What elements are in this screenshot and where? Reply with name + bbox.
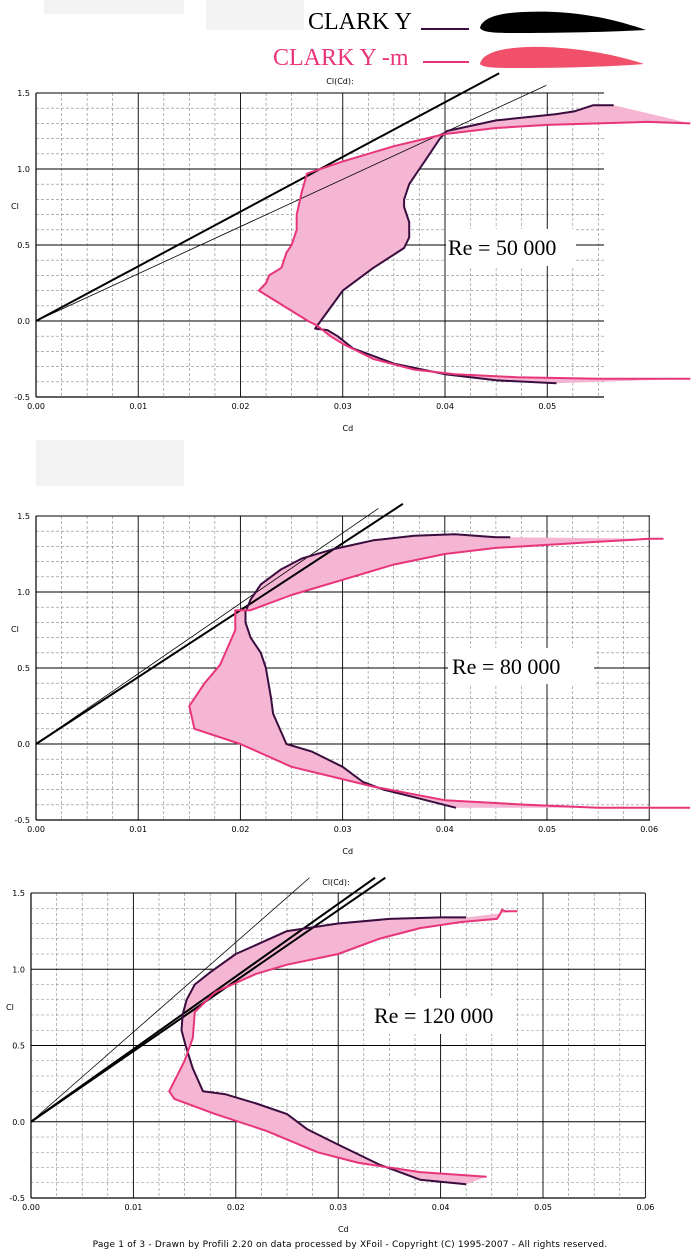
y-tick-label: 0.5 xyxy=(12,1042,25,1051)
series-line-clark-y xyxy=(244,533,511,809)
y-tick-label: 1.0 xyxy=(17,588,30,597)
x-tick-label: 0.05 xyxy=(534,1203,552,1212)
chart-title: Cl(Cd): xyxy=(326,77,353,86)
y-tick-label: 1.0 xyxy=(12,965,25,974)
x-tick-label: 0.00 xyxy=(22,1203,40,1212)
tangent-line xyxy=(35,503,404,745)
x-tick-label: 0.05 xyxy=(538,825,556,834)
faded-block xyxy=(36,440,184,486)
reynolds-annotation: Re = 50 000 xyxy=(448,235,556,260)
annotation-box xyxy=(366,998,516,1034)
x-tick-label: 0.04 xyxy=(436,825,454,834)
x-tick-label: 0.05 xyxy=(538,402,556,411)
series-line-clark-y-m xyxy=(257,120,691,380)
chart-1: 0.00 0.01 0.02 0.03 0.04 0.05 -0.5 0.0 0.5 1.0 1.5… xyxy=(11,72,691,433)
legend-line-swatch xyxy=(421,28,469,30)
y-tick-label: -0.5 xyxy=(14,816,30,825)
x-tick-label: 0.06 xyxy=(640,825,658,834)
y-tick-label: 1.5 xyxy=(17,89,30,98)
chart-2: 0.00 0.01 0.02 0.03 0.04 0.05 0.06 -0.5 0.0 0.5 1.… xyxy=(11,503,691,856)
legend: CLARK Y CLARK Y -m xyxy=(0,0,700,75)
y-tick-label: -0.5 xyxy=(9,1194,25,1203)
annotation-box xyxy=(448,648,594,684)
tangent-line xyxy=(35,72,500,322)
x-axis-label: Cd xyxy=(338,1225,349,1234)
faded-block xyxy=(206,0,304,30)
x-tick-label: 0.01 xyxy=(129,825,147,834)
series-line-clark-y xyxy=(180,916,467,1186)
legend-line-swatch xyxy=(423,61,469,63)
y-tick-label: -0.5 xyxy=(14,393,30,402)
x-axis-label: Cd xyxy=(342,847,353,856)
x-tick-label: 0.02 xyxy=(231,825,249,834)
y-tick-label: 0.5 xyxy=(17,664,30,673)
tangent-line xyxy=(30,877,310,1123)
airfoil-clark-y-icon xyxy=(480,11,646,33)
x-tick-label: 0.00 xyxy=(27,402,45,411)
x-tick-label: 0.02 xyxy=(232,402,250,411)
x-tick-label: 0.03 xyxy=(334,825,352,834)
tangent-line xyxy=(35,508,379,745)
difference-fill xyxy=(258,105,691,384)
chart-3: 0.00 0.01 0.02 0.03 0.04 0.05 0.06 -0.5 0.0 0.5 1.… xyxy=(6,876,654,1234)
y-tick-label: 1.0 xyxy=(17,165,30,174)
y-axis-label: Cl xyxy=(11,202,19,211)
annotation-box xyxy=(446,229,576,266)
series-line-clark-y xyxy=(314,104,614,385)
legend-label: CLARK Y xyxy=(308,9,412,35)
legend-label: CLARK Y -m xyxy=(273,45,409,71)
x-axis-label: Cd xyxy=(343,424,354,433)
y-tick-label: 1.5 xyxy=(12,889,25,898)
x-tick-label: 0.02 xyxy=(227,1203,245,1212)
reynolds-annotation: Re = 120 000 xyxy=(374,1003,493,1028)
x-tick-label: 0.04 xyxy=(436,402,454,411)
chart-title: Cl(Cd): xyxy=(322,878,349,887)
y-axis-label: Cl xyxy=(11,625,19,634)
faded-block xyxy=(44,0,184,14)
series-line-clark-y-m xyxy=(188,537,691,809)
y-tick-label: 0.0 xyxy=(17,740,30,749)
x-tick-label: 0.06 xyxy=(636,1203,654,1212)
y-tick-label: 0.0 xyxy=(17,317,30,326)
x-tick-label: 0.03 xyxy=(329,1203,347,1212)
tangent-line xyxy=(30,876,376,1123)
series-line-clark-y-m xyxy=(168,908,518,1178)
x-tick-label: 0.03 xyxy=(334,402,352,411)
reynolds-annotation: Re = 80 000 xyxy=(452,654,560,679)
x-tick-label: 0.00 xyxy=(27,825,45,834)
y-tick-label: 1.5 xyxy=(17,512,30,521)
y-tick-label: 0.0 xyxy=(12,1118,25,1127)
x-tick-label: 0.01 xyxy=(124,1203,142,1212)
airfoil-clark-y-m-icon xyxy=(480,46,644,68)
y-axis-label: Cl xyxy=(6,1003,14,1012)
x-tick-label: 0.01 xyxy=(129,402,147,411)
x-tick-label: 0.04 xyxy=(432,1203,450,1212)
tangent-line xyxy=(35,85,547,322)
y-tick-label: 0.5 xyxy=(17,241,30,250)
footer-credit: Page 1 of 3 - Drawn by Profili 2.20 on d… xyxy=(92,1240,608,1250)
difference-fill xyxy=(169,909,518,1185)
